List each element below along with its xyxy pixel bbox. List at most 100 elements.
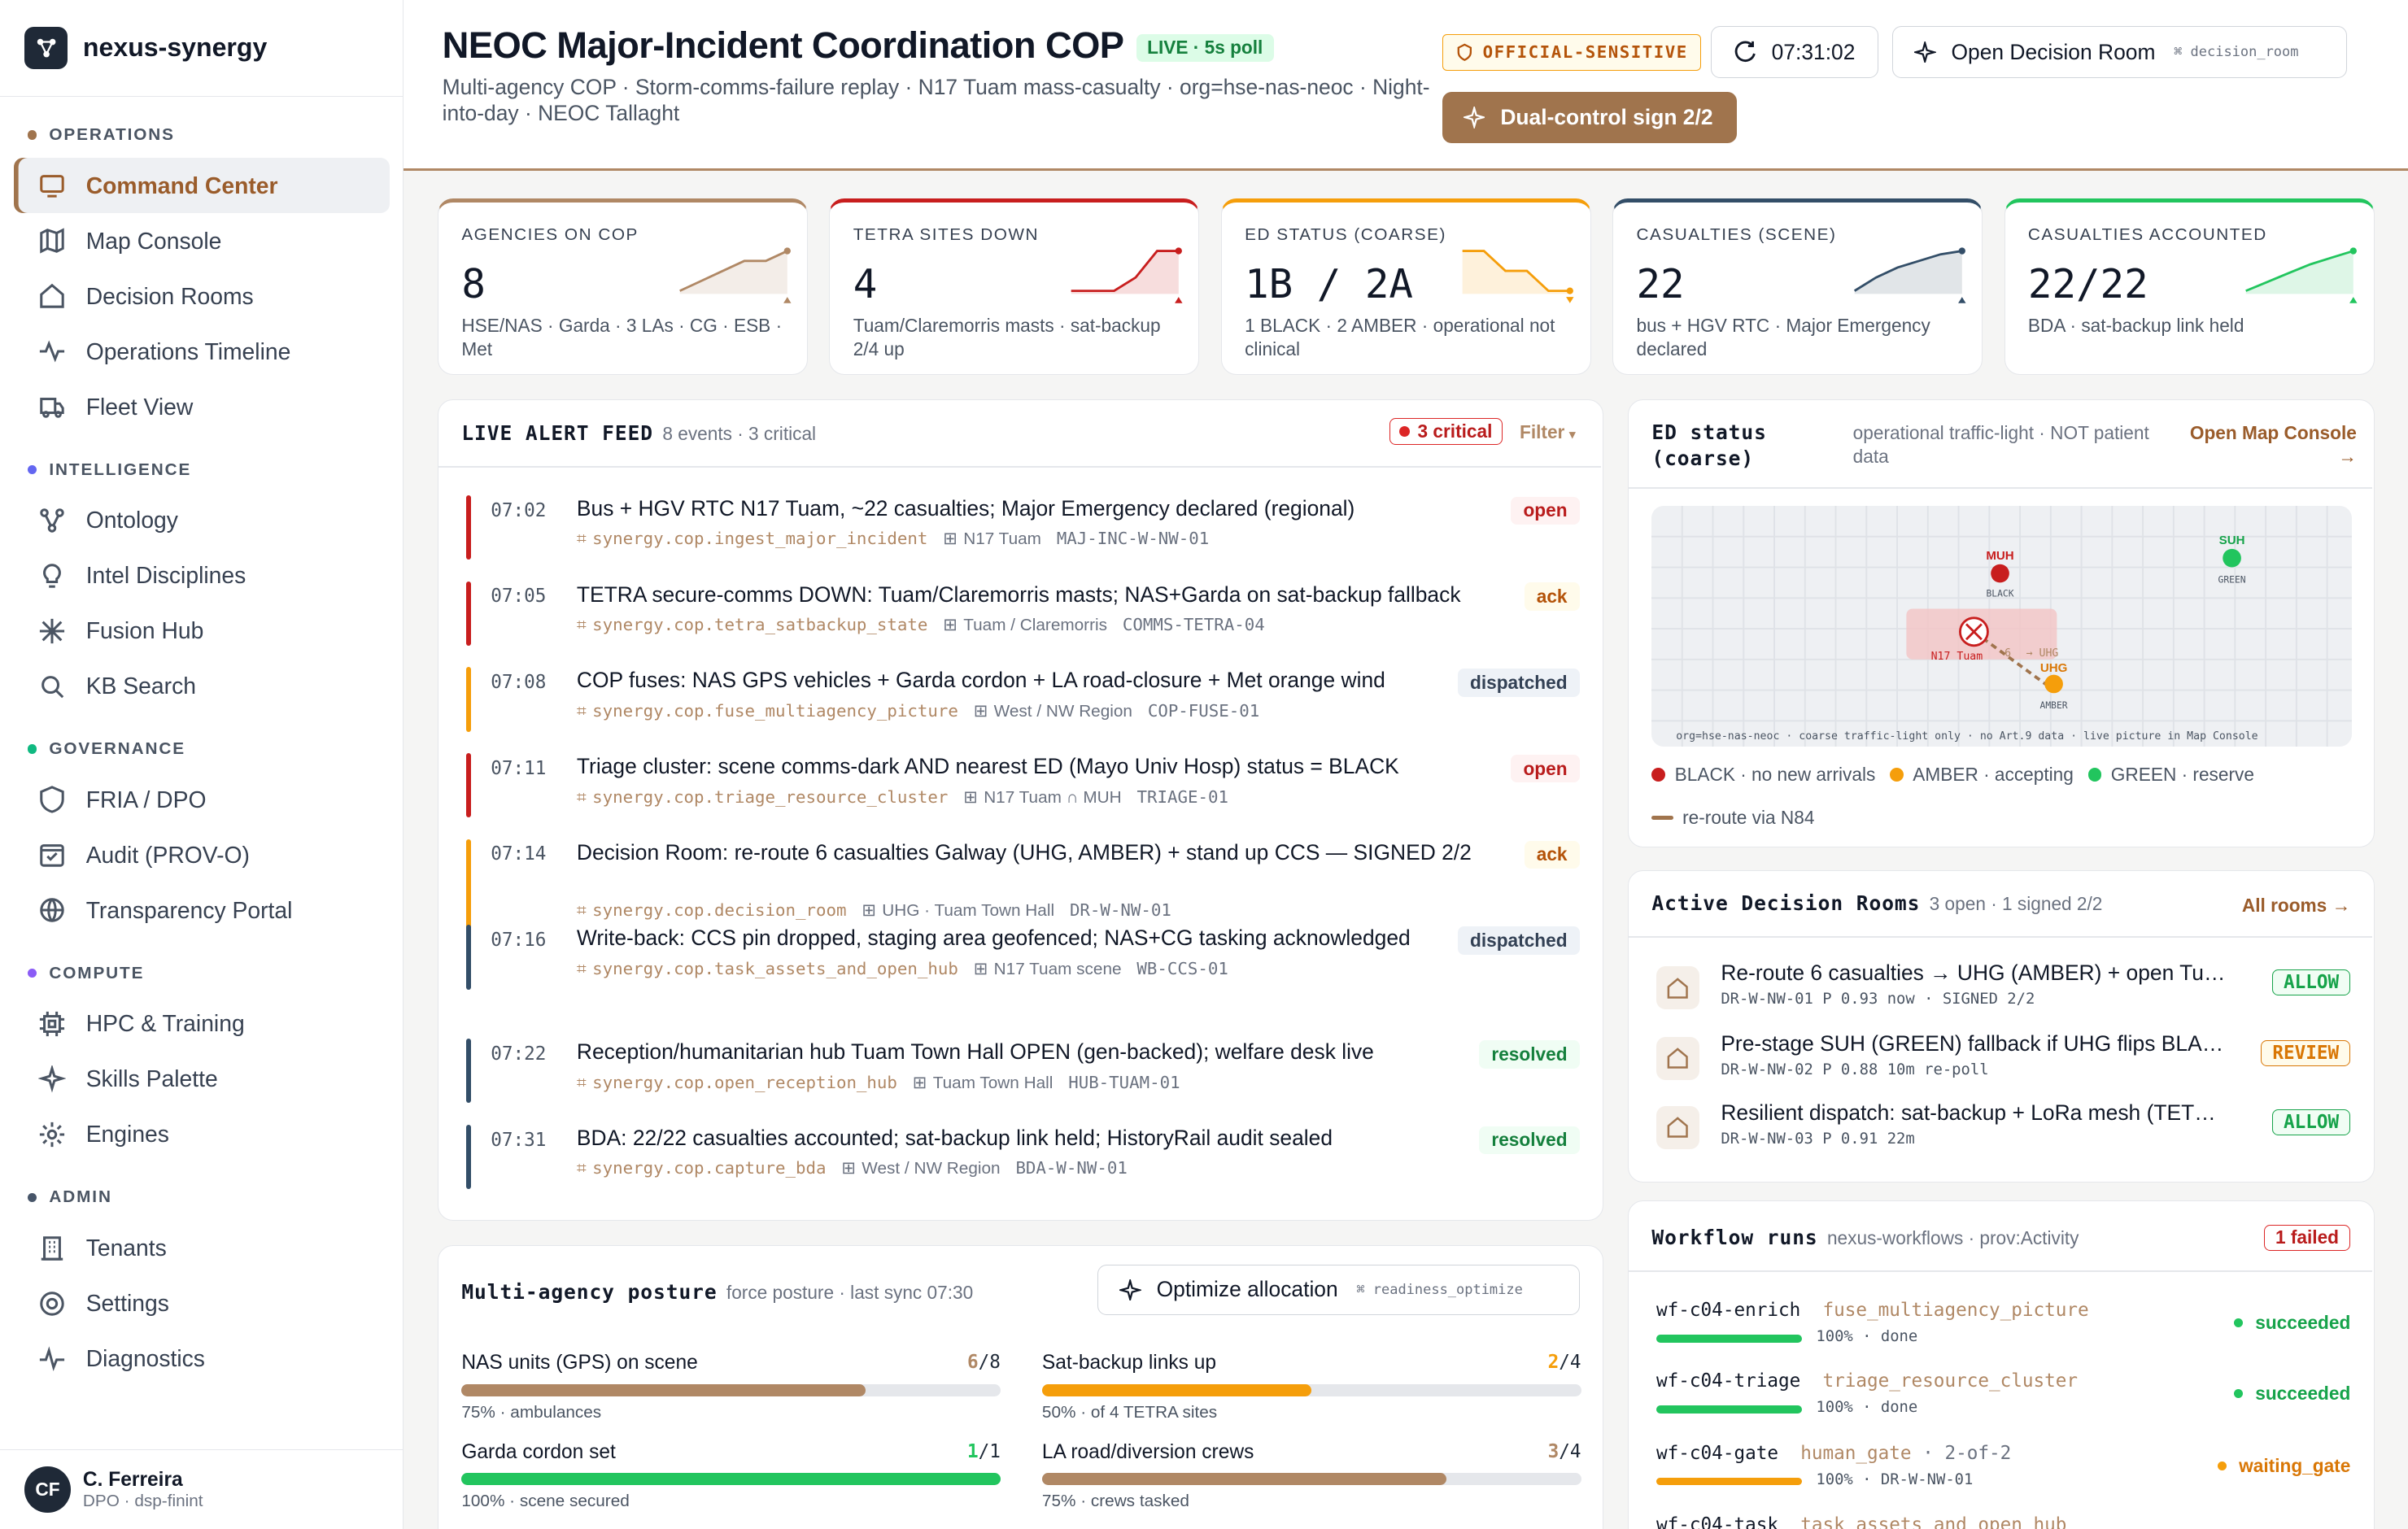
alert-function[interactable]: synergy.cop.triage_resource_cluster xyxy=(592,786,949,807)
alert-function[interactable]: synergy.cop.open_reception_hub xyxy=(592,1072,897,1092)
section-title: COMPUTE xyxy=(49,963,145,982)
alert-time: 07:11 xyxy=(491,757,547,779)
alert-item[interactable]: 07:08 COP fuses: NAS GPS vehicles + Gard… xyxy=(465,667,1580,732)
nav-fusion-hub[interactable]: Fusion Hub xyxy=(14,603,390,659)
nav-decision-rooms[interactable]: Decision Rooms xyxy=(14,268,390,324)
legend-black: BLACK · no new arrivals xyxy=(1651,764,1875,786)
open-map-console-link[interactable]: Open Map Console → xyxy=(2189,422,2357,467)
workflow-run[interactable]: wf-c04-gate human_gate · 2-of-2 100% · D… xyxy=(1656,1443,2350,1514)
decision-room-title: Resilient dispatch: sat-backup + LoRa me… xyxy=(1721,1100,2231,1125)
nav-audit[interactable]: Audit (PROV-O) xyxy=(14,827,390,882)
nav-label: Ontology xyxy=(85,507,178,534)
filter-button[interactable]: Filter ▾ xyxy=(1520,421,1576,443)
workflow-run[interactable]: wf-c04-enrich fuse_multiagency_picture 1… xyxy=(1656,1300,2350,1370)
alert-item[interactable]: 07:31 BDA: 22/22 casualties accounted; s… xyxy=(465,1124,1580,1190)
alert-item[interactable]: 07:14 Decision Room: re-route 6 casualti… xyxy=(465,839,1580,931)
nav-engines[interactable]: Engines xyxy=(14,1107,390,1162)
nav-transparency-portal[interactable]: Transparency Portal xyxy=(14,882,390,938)
home-icon xyxy=(1656,1037,1699,1081)
posture-meta: force posture · last sync 07:30 xyxy=(726,1281,974,1303)
optimize-allocation-button[interactable]: Optimize allocation ⌘ readiness_optimize xyxy=(1097,1264,1580,1315)
activity-icon xyxy=(40,340,65,363)
workflow-note: · done xyxy=(1862,1397,1918,1416)
alert-item[interactable]: 07:02 Bus + HGV RTC N17 Tuam, ~22 casual… xyxy=(465,494,1580,560)
alert-item[interactable]: 07:11 Triage cluster: scene comms-dark A… xyxy=(465,753,1580,818)
sparkle-icon xyxy=(40,618,65,643)
ed-map[interactable]: MUH BLACK SUH GREEN UHG AMBER N17 Tuam 6… xyxy=(1651,506,2353,747)
kpi-card[interactable]: CASUALTIES ACCOUNTED 22/22 BDA · sat-bac… xyxy=(2004,198,2375,375)
nav-fleet-view[interactable]: Fleet View xyxy=(14,379,390,434)
workflow-pct: 100% xyxy=(1816,1397,1853,1416)
kpi-value: 1B / 2A xyxy=(1245,260,1413,308)
posture-den: /1 xyxy=(978,1440,1001,1462)
posture-num: 2 xyxy=(1547,1352,1560,1374)
active-decision-rooms: Active Decision Rooms 3 open · 1 signed 2… xyxy=(1628,870,2375,1183)
refresh-icon xyxy=(1735,41,1756,63)
pulse-icon xyxy=(40,1346,65,1372)
posture-label: Sat-backup links up xyxy=(1041,1352,1216,1374)
alert-function[interactable]: synergy.cop.fuse_multiagency_picture xyxy=(592,700,958,721)
critical-count-badge[interactable]: 3 critical xyxy=(1389,418,1503,446)
button-label: Optimize allocation xyxy=(1156,1277,1338,1302)
workflow-run[interactable]: wf-c04-triage triage_resource_cluster 10… xyxy=(1656,1370,2350,1441)
alert-function[interactable]: synergy.cop.decision_room xyxy=(592,900,847,921)
marker-uhg-status: AMBER xyxy=(2040,699,2068,711)
alert-function[interactable]: synergy.cop.ingest_major_incident xyxy=(592,529,928,549)
nav-diagnostics[interactable]: Diagnostics xyxy=(14,1331,390,1387)
nav-intel-disciplines[interactable]: Intel Disciplines xyxy=(14,548,390,603)
decision-room-item[interactable]: Pre-stage SUH (GREEN) fallback if UHG fl… xyxy=(1656,1030,2351,1093)
brand[interactable]: nexus-synergy xyxy=(0,0,404,97)
open-decision-room-button[interactable]: Open Decision Room ⌘ decision_room xyxy=(1891,26,2347,79)
workflow-note: · done xyxy=(1862,1327,1918,1346)
workflow-run[interactable]: wf-c04-task task_assets_and_open_hub xyxy=(1656,1514,2350,1529)
nav-map-console[interactable]: Map Console xyxy=(14,213,390,268)
severity-bar xyxy=(465,494,471,560)
failed-count-badge[interactable]: 1 failed xyxy=(2263,1224,2351,1252)
marker-uhg xyxy=(2044,674,2064,694)
alert-function[interactable]: synergy.cop.tetra_satbackup_state xyxy=(592,615,928,635)
nav-hpc-training[interactable]: HPC & Training xyxy=(14,996,390,1052)
alert-feed-title: LIVE ALERT FEED xyxy=(461,421,654,446)
map-footer: org=hse-nas-neoc · coarse traffic-light … xyxy=(1677,730,2258,743)
workflow-status: waiting_gate xyxy=(2217,1454,2351,1477)
nav-fria-dpo[interactable]: FRIA / DPO xyxy=(14,772,390,827)
classification-badge: OFFICIAL-SENSITIVE xyxy=(1442,33,1701,71)
alert-item[interactable]: 07:22 Reception/humanitarian hub Tuam To… xyxy=(465,1039,1580,1104)
alert-function[interactable]: synergy.cop.capture_bda xyxy=(592,1158,827,1178)
nav-operations-timeline[interactable]: Operations Timeline xyxy=(14,324,390,379)
dual-control-sign-button[interactable]: Dual-control sign 2/2 xyxy=(1442,92,1738,143)
decision-rooms-meta: 3 open · 1 signed 2/2 xyxy=(1929,892,2103,914)
home-icon xyxy=(1656,966,1699,1010)
nav-kb-search[interactable]: KB Search xyxy=(14,659,390,714)
refresh-clock-button[interactable]: 07:31:02 xyxy=(1711,26,1878,79)
alert-item[interactable]: 07:16 Write-back: CCS pin dropped, stagi… xyxy=(465,925,1580,990)
kpi-card[interactable]: ED STATUS (COARSE) 1B / 2A 1 BLACK · 2 A… xyxy=(1220,198,1591,375)
decision-room-item[interactable]: Re-route 6 casualties → UHG (AMBER) + op… xyxy=(1656,961,2351,1022)
status-badge: resolved xyxy=(1479,1040,1580,1069)
decision-room-title: Pre-stage SUH (GREEN) fallback if UHG fl… xyxy=(1721,1030,2231,1056)
alert-function[interactable]: synergy.cop.task_assets_and_open_hub xyxy=(592,958,958,978)
workflow-progress-text: 100% · done xyxy=(1816,1327,1917,1345)
page-subtitle: Multi-agency COP · Storm-comms-failure r… xyxy=(442,74,1430,125)
workflow-status-label: waiting_gate xyxy=(2239,1454,2351,1476)
decision-room-item[interactable]: Resilient dispatch: sat-backup + LoRa me… xyxy=(1656,1100,2351,1162)
multi-agency-posture: Multi-agency posture force posture · last… xyxy=(438,1245,1603,1529)
alert-title: TETRA secure-comms DOWN: Tuam/Claremorri… xyxy=(576,582,1461,607)
nav-skills-palette[interactable]: Skills Palette xyxy=(14,1052,390,1107)
kpi-card[interactable]: AGENCIES ON COP 8 HSE/NAS · Garda · 3 LA… xyxy=(438,198,808,375)
kpi-card[interactable]: TETRA SITES DOWN 4 Tuam/Claremorris mast… xyxy=(829,198,1200,375)
kpi-card[interactable]: CASUALTIES (SCENE) 22 bus + HGV RTC · Ma… xyxy=(1612,198,1983,375)
critical-count: 3 critical xyxy=(1417,420,1493,442)
map-icon: ⊞ xyxy=(912,1073,927,1092)
nav-command-center[interactable]: Command Center xyxy=(13,158,390,214)
nav-tenants[interactable]: Tenants xyxy=(14,1221,390,1276)
map-icon: ⊞ xyxy=(973,959,988,978)
posture-den: /4 xyxy=(1559,1440,1581,1462)
nav-ontology[interactable]: Ontology xyxy=(14,493,390,548)
legend-label: GREEN · reserve xyxy=(2110,764,2254,786)
avatar: CF xyxy=(24,1466,71,1513)
alert-item[interactable]: 07:05 TETRA secure-comms DOWN: Tuam/Clar… xyxy=(465,581,1580,646)
user-profile[interactable]: CF C. Ferreira DPO · dsp-finint xyxy=(0,1449,403,1529)
nav-settings[interactable]: Settings xyxy=(14,1276,390,1331)
all-rooms-link[interactable]: All rooms → xyxy=(2241,894,2351,916)
